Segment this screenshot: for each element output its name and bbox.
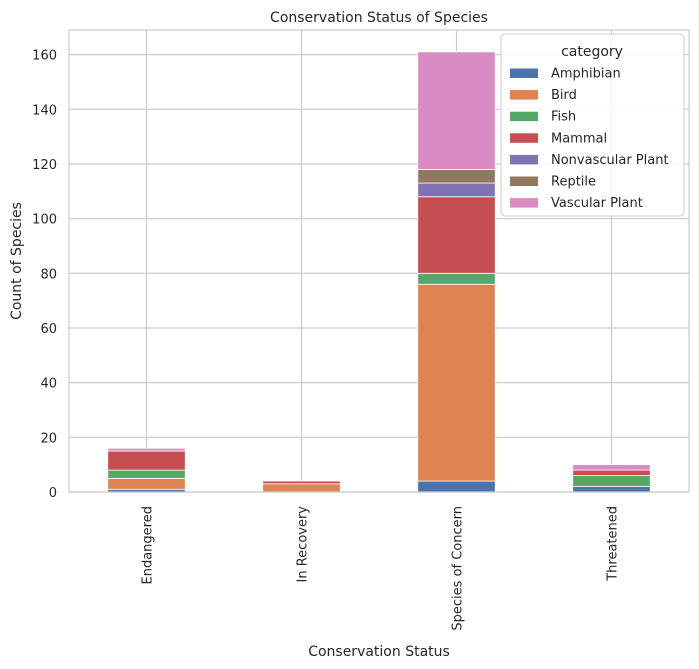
legend-swatch [510, 176, 538, 186]
bar-segment-amphibian [417, 480, 496, 493]
bar-segment-vascular-plant [107, 447, 186, 452]
x-axis-label: Conservation Status [308, 644, 450, 660]
x-axis-ticks: Endangered In Recovery Species of Concern T… [141, 506, 621, 631]
legend-label: Amphibian [551, 67, 621, 82]
y-tick-label: 100 [32, 213, 57, 228]
x-tick-label: Threatened [606, 506, 621, 582]
legend-label: Bird [551, 88, 577, 103]
legend-title: category [561, 44, 623, 60]
x-tick-label: Endangered [141, 506, 156, 584]
legend-label: Reptile [551, 175, 596, 190]
bar-segment-reptile [417, 169, 496, 184]
plot-frame [68, 29, 690, 493]
chart-title: Conservation Status of Species [270, 10, 488, 26]
bar-segment-mammal [107, 450, 186, 471]
bar-segment-bird [107, 477, 186, 490]
y-tick-label: 120 [32, 158, 57, 173]
bar-segment-vascular-plant [417, 51, 496, 170]
y-axis-label: Count of Species [9, 202, 25, 320]
y-tick-label: 0 [49, 486, 57, 501]
legend-items: Amphibian Bird Fish Mammal Nonvascular Plant… [510, 67, 669, 211]
bar-segment-mammal [417, 196, 496, 274]
legend-swatch [510, 68, 538, 78]
legend-box [500, 33, 685, 217]
x-tick-label: In Recovery [296, 506, 311, 583]
y-tick-label: 140 [32, 103, 57, 118]
bar-segment-fish [107, 469, 186, 479]
x-tick-label: Species of Concern [451, 506, 466, 631]
bar-segment-amphibian [572, 486, 651, 493]
bar-segment-fish [417, 272, 496, 285]
legend-swatch [510, 133, 538, 143]
bar-segment-fish [572, 475, 651, 487]
bar-segment-bird [262, 483, 341, 493]
legend-label: Vascular Plant [551, 196, 643, 211]
bar-segment-mammal [262, 480, 341, 485]
legend-label: Fish [551, 110, 576, 125]
legend-swatch [510, 111, 538, 122]
bar-segment-nonvascular-plant [417, 182, 496, 198]
bars [107, 51, 651, 493]
y-tick-label: 40 [40, 377, 57, 392]
legend: category Amphibian Bird Fish Mammal Nonvascu… [500, 33, 685, 217]
y-tick-label: 80 [40, 267, 57, 282]
legend-swatch [510, 154, 538, 165]
y-tick-label: 160 [32, 49, 57, 64]
bar-segment-mammal [572, 469, 651, 476]
y-tick-label: 20 [40, 431, 57, 446]
legend-label: Mammal [551, 131, 607, 146]
legend-swatch [510, 198, 538, 208]
y-tick-label: 60 [40, 322, 57, 337]
bar-segment-bird [417, 283, 496, 482]
y-axis-ticks: 0 20 40 60 80 100 120 140 160 [32, 49, 57, 501]
legend-swatch [510, 90, 538, 100]
bar-segment-vascular-plant [572, 464, 651, 471]
legend-label: Nonvascular Plant [551, 153, 669, 168]
